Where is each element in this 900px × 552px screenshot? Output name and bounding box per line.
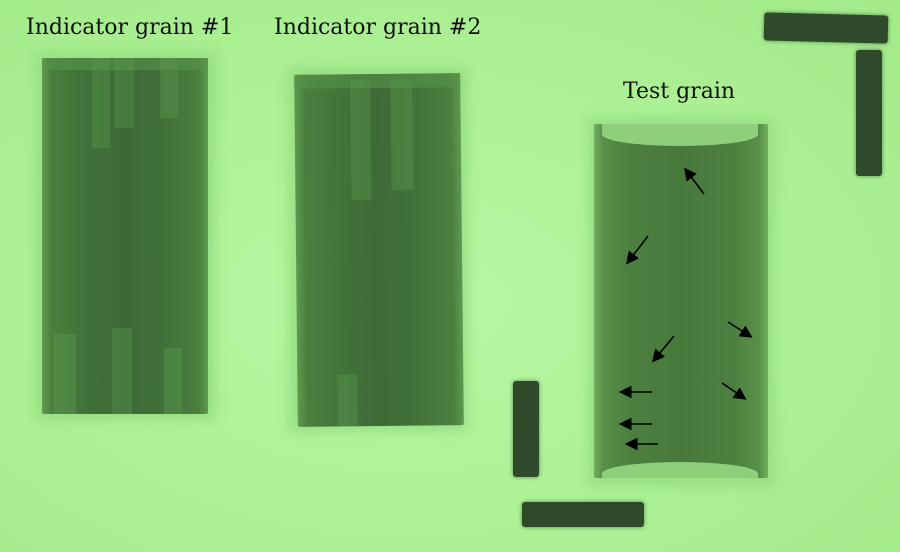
arrow-icon <box>654 336 674 360</box>
arrow-icon <box>628 236 648 262</box>
arrow-icon <box>722 383 744 398</box>
arrow-icon <box>728 322 750 336</box>
arrow-icon <box>686 170 704 194</box>
